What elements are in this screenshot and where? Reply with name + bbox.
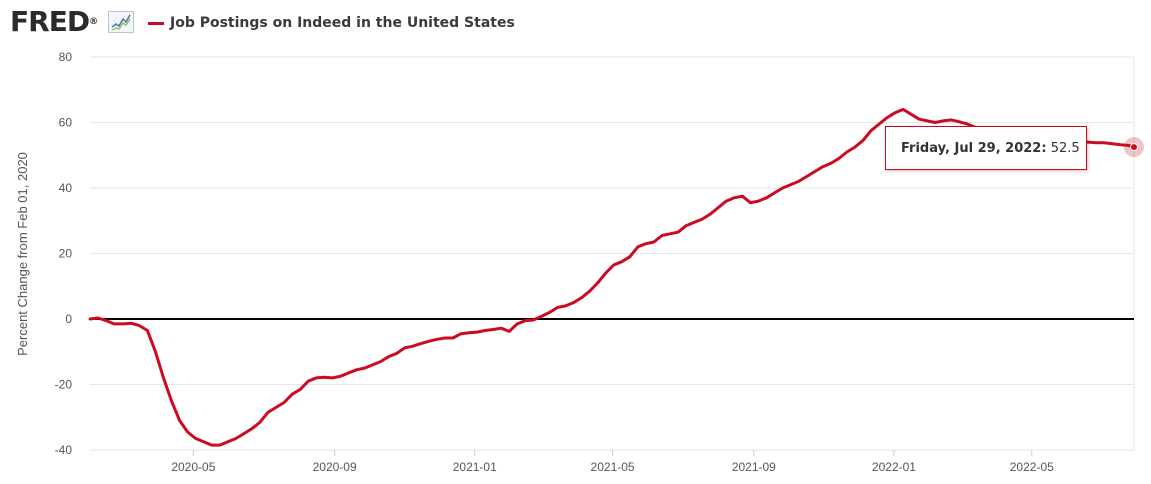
series-title[interactable]: Job Postings on Indeed in the United Sta… xyxy=(170,15,515,31)
chart-legend: Job Postings on Indeed in the United Sta… xyxy=(148,13,515,33)
x-axis-ticks: 2020-05 2020-09 2021-01 2021-05 2021-09 2022-… xyxy=(171,450,1054,474)
y-tick-label: -40 xyxy=(55,443,73,457)
logo-text: FRED xyxy=(10,5,90,38)
y-axis-ticks: -40 -20 0 20 40 60 80 xyxy=(55,50,73,457)
series-line[interactable] xyxy=(88,107,1136,447)
trend-line-icon xyxy=(108,11,134,33)
y-tick-label: 0 xyxy=(65,312,72,326)
y-tick-label: 20 xyxy=(59,247,73,261)
data-tooltip: Friday, Jul 29, 2022: 52.5 xyxy=(885,126,1087,170)
x-tick-label: 2022-05 xyxy=(1010,460,1054,474)
series-group xyxy=(88,107,1136,447)
y-tick-label: 80 xyxy=(59,50,73,64)
x-tick-label: 2021-01 xyxy=(453,460,497,474)
y-tick-label: 60 xyxy=(59,116,73,130)
tooltip-value: 52.5 xyxy=(1050,140,1080,156)
grid-lines xyxy=(90,56,1135,451)
hover-marker xyxy=(1124,137,1144,158)
fred-logo[interactable]: FRED® xyxy=(10,7,98,37)
x-tick-label: 2020-09 xyxy=(313,460,357,474)
y-tick-label: -20 xyxy=(55,378,73,392)
legend-swatch xyxy=(148,21,164,25)
tooltip-date: Friday, Jul 29, 2022: xyxy=(901,140,1047,156)
y-axis-label: Percent Change from Feb 01, 2020 xyxy=(15,152,30,356)
hover-point[interactable] xyxy=(1130,143,1138,152)
x-tick-label: 2022-01 xyxy=(872,460,916,474)
x-tick-label: 2021-09 xyxy=(732,460,776,474)
x-tick-label: 2021-05 xyxy=(591,460,635,474)
chart-header: FRED® Job Postings on Indeed in the Unit… xyxy=(0,0,1151,46)
y-tick-label: 40 xyxy=(59,181,73,195)
logo-registered-mark: ® xyxy=(89,17,99,27)
x-tick-label: 2020-05 xyxy=(171,460,215,474)
